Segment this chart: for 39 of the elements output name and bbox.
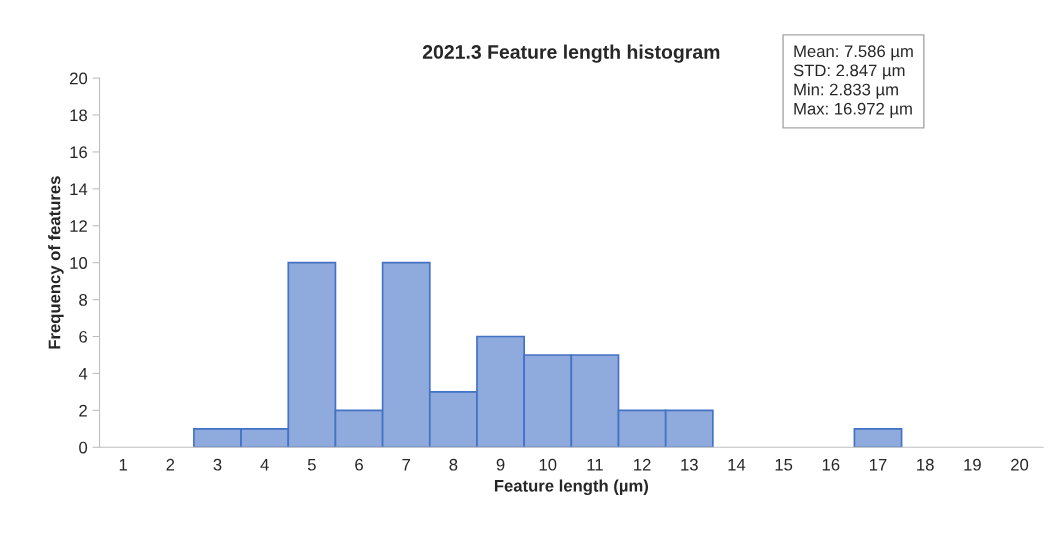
x-tick-label: 10 xyxy=(539,458,557,471)
x-tick-label: 7 xyxy=(402,458,410,471)
y-tick-label: 16 xyxy=(70,146,88,159)
x-tick-label: 5 xyxy=(307,458,316,471)
y-tick-label: 18 xyxy=(70,109,88,122)
annotation: Max: 16.972 µm xyxy=(794,102,912,118)
y-tick-label: 0 xyxy=(79,441,88,454)
y-tick-label: 12 xyxy=(70,220,87,232)
x-tick-label: 13 xyxy=(681,458,698,471)
y-tick-label: 10 xyxy=(70,257,88,269)
x-tick-label: 18 xyxy=(917,458,934,471)
x-tick-label: 16 xyxy=(822,458,840,471)
x-tick-label: 19 xyxy=(964,458,981,471)
x-tick-label: 12 xyxy=(634,458,651,471)
chart-title: 2021.3 Feature length histogram xyxy=(422,44,720,63)
x-tick-label: 1 xyxy=(119,458,127,471)
y-tick-label: 20 xyxy=(70,72,88,85)
x-tick-label: 2 xyxy=(166,458,175,471)
bar xyxy=(853,427,903,448)
x-tick-label: 6 xyxy=(355,458,363,471)
y-tick-label: 8 xyxy=(79,294,88,306)
x-tick-label: 14 xyxy=(728,458,746,471)
x-tick-label: 9 xyxy=(496,458,505,471)
x-tick-label: 4 xyxy=(260,458,269,471)
x-tick-label: 15 xyxy=(775,458,793,471)
x-tick-label: 3 xyxy=(213,458,222,471)
y-tick-label: 6 xyxy=(79,330,88,343)
x-tick-label: 17 xyxy=(869,458,887,471)
y-axis-title: Frequency of features xyxy=(48,176,64,349)
x-axis-title: Feature length (µm) xyxy=(494,479,648,496)
annotation: STD: 2.847 µm xyxy=(793,64,905,80)
x-tick-label: 11 xyxy=(587,458,603,471)
x-tick-label: 8 xyxy=(449,458,458,471)
annotation: Min: 2.833 µm xyxy=(794,83,898,99)
y-tick-label: 2 xyxy=(79,404,87,417)
x-tick-label: 20 xyxy=(1011,458,1029,471)
y-tick-label: 4 xyxy=(78,368,88,380)
y-tick-label: 14 xyxy=(70,183,88,195)
text: Mean: 7.586 µm xyxy=(794,45,913,61)
